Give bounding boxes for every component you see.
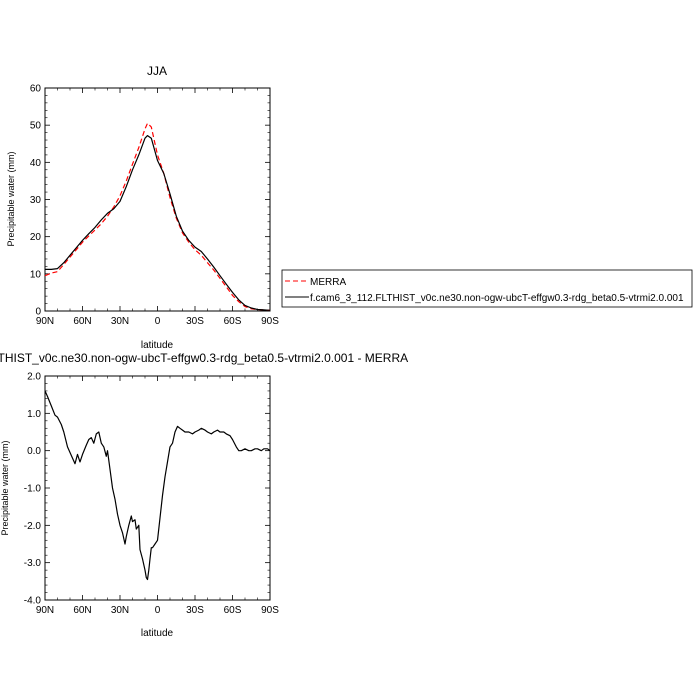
legend-label-merra: MERRA bbox=[310, 277, 346, 288]
top-x-tick-label: 0 bbox=[155, 316, 161, 327]
legend-box: MERRA f.cam6_3_112.FLTHIST_v0c.ne30.non-… bbox=[281, 269, 693, 308]
top-panel-y-axis-label: Precipitable water (mm) bbox=[6, 151, 16, 246]
bottom-x-tick-label: 90N bbox=[36, 605, 54, 616]
bottom-x-tick-label: 60N bbox=[73, 605, 91, 616]
top-series-merra-line bbox=[44, 122, 271, 311]
bottom-panel-plot: f.cam6_3_112.FLTHIST_v0c.ne30.non-ogw-ub… bbox=[0, 351, 408, 639]
top-x-tick-label: 60S bbox=[224, 316, 242, 327]
bottom-x-tick-label: 30N bbox=[111, 605, 129, 616]
top-y-tick-label: 10 bbox=[30, 269, 42, 280]
top-y-tick-label: 60 bbox=[30, 84, 42, 95]
top-panel-title: JJA bbox=[147, 64, 167, 78]
top-plot-frame bbox=[44, 87, 271, 312]
bottom-y-tick-label: -4.0 bbox=[24, 596, 42, 607]
top-series-model-line bbox=[45, 135, 271, 311]
bottom-y-tick-label: -2.0 bbox=[24, 521, 42, 532]
top-x-tick-label: 60N bbox=[73, 316, 91, 327]
bottom-x-tick-label: 30S bbox=[186, 605, 204, 616]
top-panel-plot: JJA Precipitable water (mm) latitude 90N… bbox=[6, 64, 279, 351]
bottom-y-tick-label: -3.0 bbox=[24, 558, 42, 569]
bottom-y-tick-label: -1.0 bbox=[24, 484, 42, 495]
top-y-tick-label: 30 bbox=[30, 195, 42, 206]
top-x-tick-label: 30S bbox=[186, 316, 204, 327]
top-y-tick-label: 20 bbox=[30, 232, 42, 243]
top-panel-x-axis-label: latitude bbox=[141, 340, 174, 351]
top-x-tick-label: 90S bbox=[261, 316, 279, 327]
top-x-tick-label: 30N bbox=[111, 316, 129, 327]
bottom-x-tick-label: 60S bbox=[224, 605, 242, 616]
bottom-x-tick-label: 90S bbox=[261, 605, 279, 616]
bottom-panel-y-axis-label: Precipitable water (mm) bbox=[0, 440, 10, 535]
bottom-y-tick-label: 2.0 bbox=[27, 372, 41, 383]
bottom-plot-frame bbox=[44, 375, 271, 601]
top-y-tick-label: 40 bbox=[30, 158, 42, 169]
bottom-series-difference-line bbox=[44, 390, 271, 581]
bottom-x-tick-label: 0 bbox=[155, 605, 161, 616]
legend-frame bbox=[281, 269, 693, 308]
bottom-y-tick-label: 1.0 bbox=[27, 409, 41, 420]
top-y-tick-label: 0 bbox=[35, 307, 41, 318]
bottom-y-tick-label: 0.0 bbox=[27, 446, 41, 457]
legend-label-model: f.cam6_3_112.FLTHIST_v0c.ne30.non-ogw-ub… bbox=[310, 293, 684, 304]
bottom-panel-title: f.cam6_3_112.FLTHIST_v0c.ne30.non-ogw-ub… bbox=[0, 351, 408, 365]
bottom-panel-x-axis-label: latitude bbox=[141, 628, 174, 639]
top-x-tick-label: 90N bbox=[36, 316, 54, 327]
top-y-tick-label: 50 bbox=[30, 121, 42, 132]
